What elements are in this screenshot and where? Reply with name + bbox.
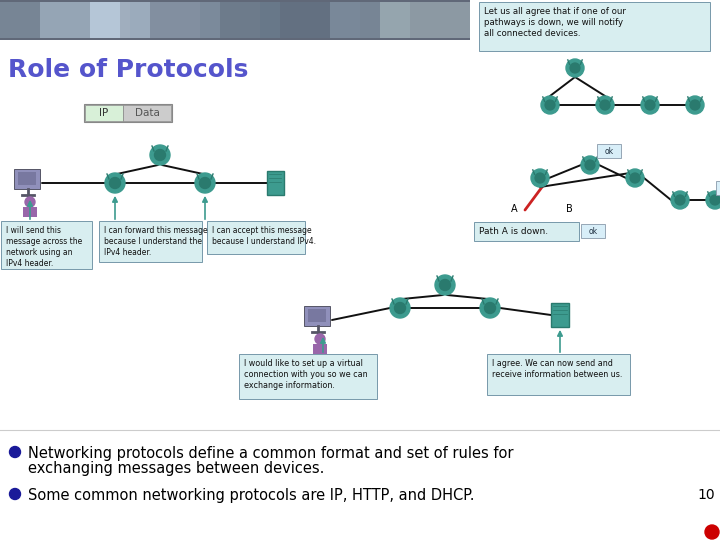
FancyBboxPatch shape	[14, 169, 40, 189]
Text: Networking protocols define a common format and set of rules for: Networking protocols define a common for…	[28, 446, 513, 461]
FancyBboxPatch shape	[479, 2, 709, 51]
FancyBboxPatch shape	[716, 181, 720, 195]
Text: 10: 10	[697, 488, 715, 502]
FancyBboxPatch shape	[18, 172, 36, 185]
Circle shape	[706, 191, 720, 209]
Circle shape	[626, 169, 644, 187]
FancyBboxPatch shape	[260, 2, 360, 38]
FancyBboxPatch shape	[130, 2, 220, 38]
Circle shape	[710, 195, 720, 205]
Text: Let us all agree that if one of our
pathways is down, we will notify
all connect: Let us all agree that if one of our path…	[484, 7, 626, 38]
Circle shape	[585, 160, 595, 170]
Text: I can forward this message
because I understand the
IPv4 header.: I can forward this message because I und…	[104, 226, 207, 257]
FancyBboxPatch shape	[474, 221, 578, 240]
FancyBboxPatch shape	[308, 309, 326, 322]
FancyBboxPatch shape	[470, 0, 720, 40]
Circle shape	[109, 178, 120, 188]
Text: I would like to set up a virtual
connection with you so we can
exchange informat: I would like to set up a virtual connect…	[244, 359, 368, 390]
FancyBboxPatch shape	[207, 220, 305, 253]
Circle shape	[155, 150, 166, 160]
Circle shape	[25, 197, 35, 207]
Circle shape	[675, 195, 685, 205]
Circle shape	[150, 145, 170, 165]
Circle shape	[570, 63, 580, 73]
FancyBboxPatch shape	[123, 105, 171, 121]
FancyBboxPatch shape	[23, 207, 37, 217]
FancyBboxPatch shape	[304, 306, 330, 326]
Circle shape	[485, 302, 495, 314]
Circle shape	[686, 96, 704, 114]
FancyBboxPatch shape	[90, 2, 150, 38]
Circle shape	[535, 173, 545, 183]
Circle shape	[630, 173, 640, 183]
Circle shape	[395, 302, 405, 314]
Circle shape	[705, 525, 719, 539]
Text: I will send this
message across the
network using an
IPv4 header.: I will send this message across the netw…	[6, 226, 82, 268]
Circle shape	[671, 191, 689, 209]
Text: A: A	[511, 204, 518, 214]
FancyBboxPatch shape	[380, 2, 470, 38]
Circle shape	[435, 275, 455, 295]
FancyBboxPatch shape	[40, 2, 120, 38]
Circle shape	[596, 96, 614, 114]
Circle shape	[105, 173, 125, 193]
FancyBboxPatch shape	[551, 303, 569, 327]
Text: Data: Data	[135, 108, 159, 118]
Circle shape	[315, 334, 325, 344]
FancyBboxPatch shape	[267, 171, 284, 195]
Circle shape	[641, 96, 659, 114]
FancyBboxPatch shape	[0, 0, 470, 40]
FancyBboxPatch shape	[85, 105, 123, 121]
Circle shape	[531, 169, 549, 187]
Text: ok: ok	[588, 226, 598, 235]
FancyBboxPatch shape	[84, 104, 172, 122]
FancyBboxPatch shape	[487, 354, 629, 395]
Circle shape	[390, 298, 410, 318]
FancyBboxPatch shape	[99, 220, 202, 261]
Circle shape	[480, 298, 500, 318]
Circle shape	[581, 156, 599, 174]
Text: ok: ok	[604, 146, 613, 156]
Text: exchanging messages between devices.: exchanging messages between devices.	[28, 461, 325, 476]
Circle shape	[9, 489, 20, 500]
Circle shape	[541, 96, 559, 114]
Text: IP: IP	[99, 108, 109, 118]
Circle shape	[199, 178, 210, 188]
Text: Path A is down.: Path A is down.	[479, 227, 548, 236]
Circle shape	[690, 100, 700, 110]
Circle shape	[600, 100, 610, 110]
FancyBboxPatch shape	[313, 344, 327, 354]
FancyBboxPatch shape	[200, 2, 280, 38]
Text: I agree. We can now send and
receive information between us.: I agree. We can now send and receive inf…	[492, 359, 622, 379]
FancyBboxPatch shape	[1, 220, 91, 268]
Text: I can accept this message
because I understand IPv4.: I can accept this message because I unde…	[212, 226, 316, 246]
Circle shape	[645, 100, 655, 110]
Circle shape	[9, 447, 20, 457]
Text: Some common networking protocols are IP, HTTP, and DHCP.: Some common networking protocols are IP,…	[28, 488, 474, 503]
Circle shape	[566, 59, 584, 77]
FancyBboxPatch shape	[0, 2, 120, 38]
FancyBboxPatch shape	[597, 144, 621, 158]
Circle shape	[545, 100, 555, 110]
Text: B: B	[566, 204, 572, 214]
FancyBboxPatch shape	[581, 224, 605, 238]
FancyBboxPatch shape	[238, 354, 377, 399]
Circle shape	[439, 280, 451, 291]
FancyBboxPatch shape	[330, 2, 410, 38]
Circle shape	[195, 173, 215, 193]
Text: Role of Protocols: Role of Protocols	[8, 58, 248, 82]
